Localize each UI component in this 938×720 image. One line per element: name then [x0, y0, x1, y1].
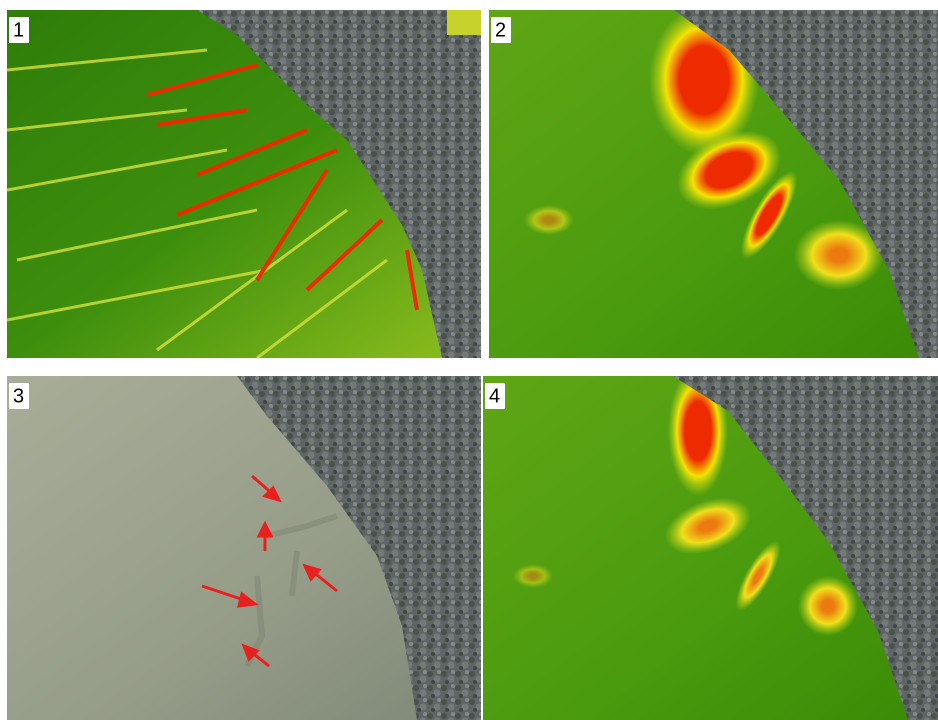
- panel-3: [7, 376, 481, 720]
- panel-label: 2: [495, 19, 506, 41]
- panel-label: 3: [13, 385, 24, 407]
- panel-2: [489, 5, 938, 358]
- figure: 1 2 3 4: [0, 0, 938, 720]
- panel-4: [483, 366, 938, 720]
- map-figure: 1 2 3 4: [0, 0, 938, 720]
- panel-label: 4: [489, 385, 500, 407]
- panel-label: 1: [13, 19, 24, 41]
- panel-1: [7, 10, 481, 358]
